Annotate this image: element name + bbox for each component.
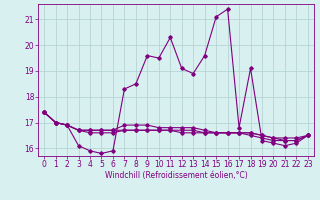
X-axis label: Windchill (Refroidissement éolien,°C): Windchill (Refroidissement éolien,°C) <box>105 171 247 180</box>
